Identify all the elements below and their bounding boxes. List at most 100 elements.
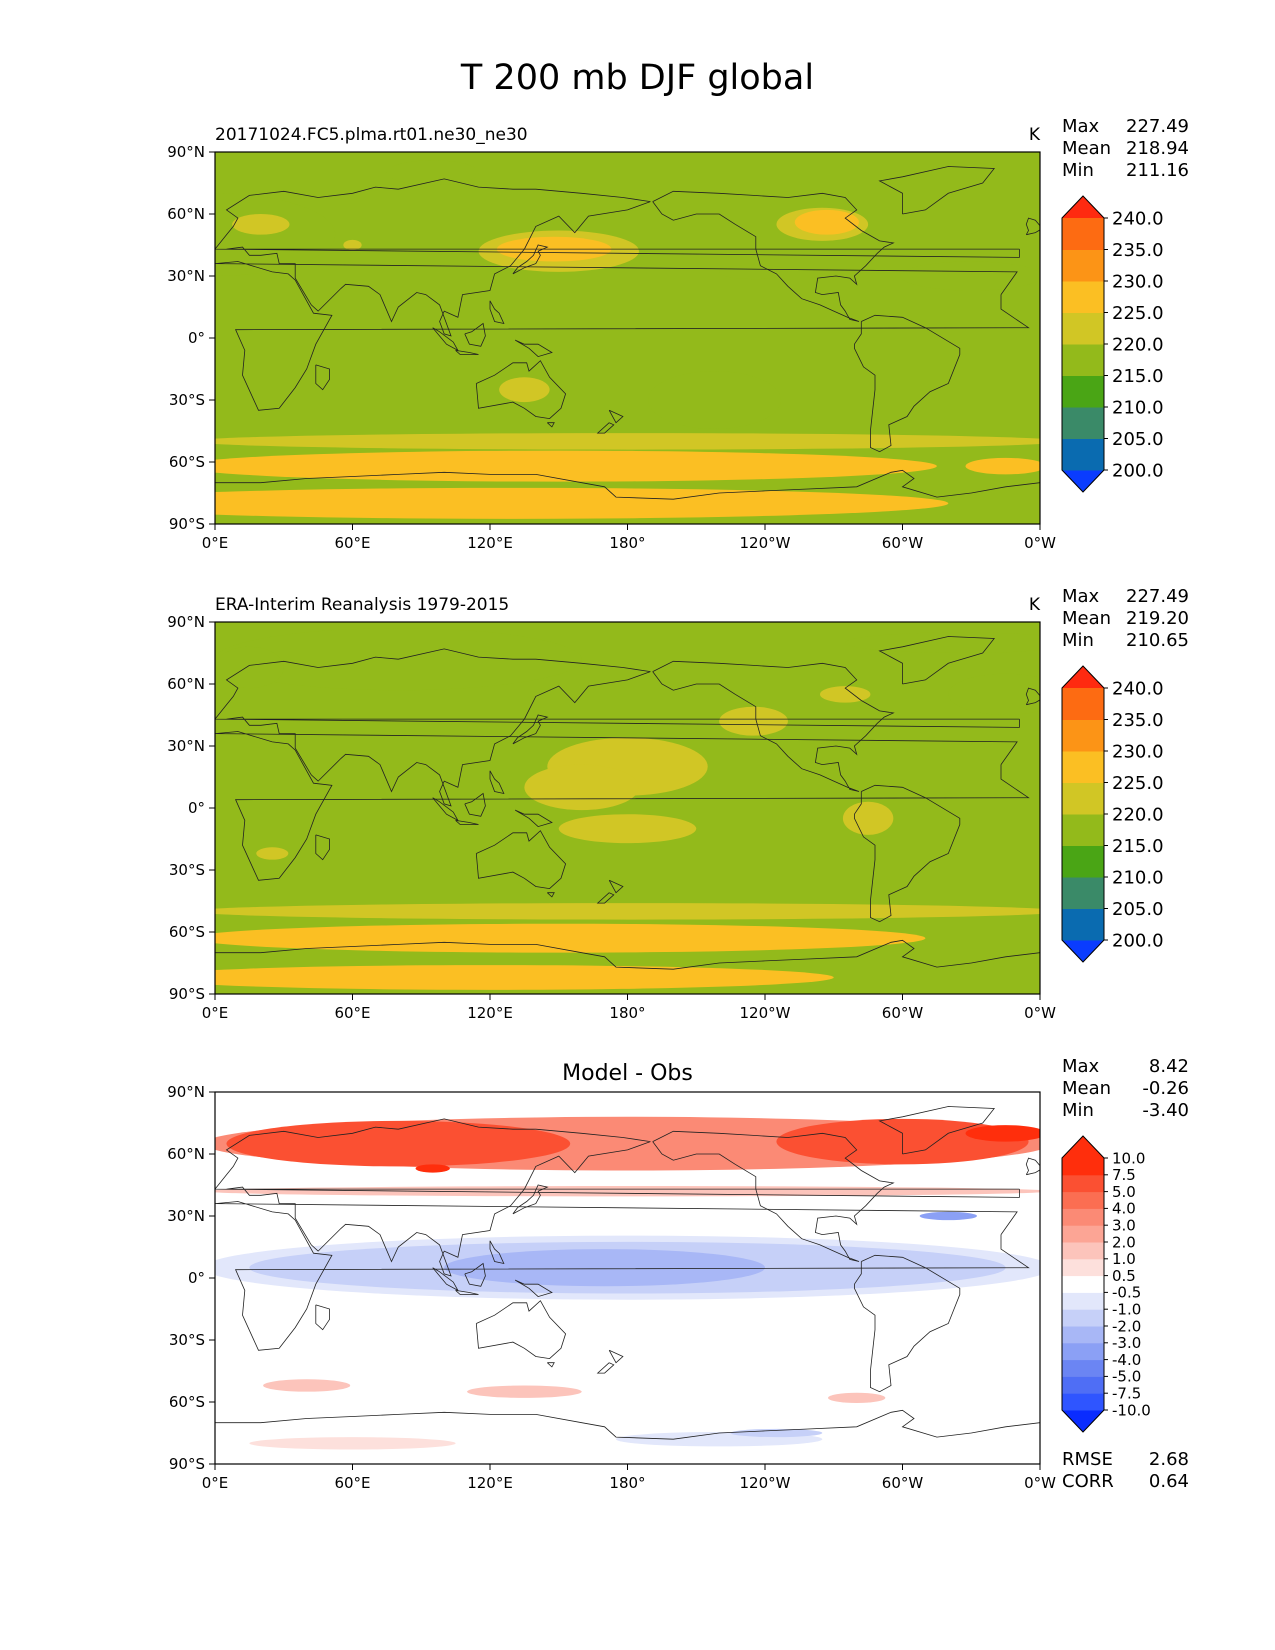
contour-region-10 [900,261,1040,291]
coastline-17 [854,314,961,453]
coastline-17 [854,1254,961,1393]
coastline-6 [432,797,459,822]
coastline-13 [596,892,615,904]
stat-label-Max: Max [1062,586,1100,607]
coastline-15 [652,660,895,792]
coastline-6 [432,1267,459,1292]
x-tick-label: 60°E [334,534,370,552]
contour-region-2 [226,1120,571,1167]
coastline-15 [652,1130,895,1262]
x-tick-label: 120°W [740,534,791,552]
colorbar-segment [1062,1191,1104,1209]
colorbar-label: 1.0 [1112,1250,1136,1268]
colorbar-segment [1062,344,1104,376]
colorbar-label: -10.0 [1112,1401,1151,1419]
x-tick-label: 180° [609,1474,645,1492]
stat-value-min: -3.40 [1142,1100,1189,1121]
colorbar-segment [1062,688,1104,720]
colorbar-extend-high [1062,666,1104,688]
contour-region-16 [215,487,949,519]
coastline-18 [215,1409,1040,1440]
coastline-5 [464,322,486,347]
coastline-8 [514,339,553,358]
y-tick-label: 60°S [169,1393,205,1411]
stat-label-Mean: Mean [1062,138,1111,159]
contour-region-16 [730,1428,823,1438]
colorbar-segment [1062,375,1104,408]
colorbar-label: 225.0 [1112,303,1164,324]
colorbar-label: 205.0 [1112,899,1164,920]
colorbar-extend-low [1062,940,1104,962]
colorbar-segment [1062,877,1104,909]
contour-region-13 [499,377,550,403]
stat-label-Max: Max [1062,116,1100,137]
coastline-15 [652,190,895,322]
colorbar-segment [1062,1225,1104,1243]
panel-model: 0°E 60°E 120°E 180° 120°W 60°W 0°W 90°N 60°N 30°N… [167,116,1189,552]
colorbar-segment [1062,1376,1104,1394]
x-tick-label: 120°E [467,1474,513,1492]
colorbar-extend-high [1062,1136,1104,1158]
stat-value-max: 227.49 [1126,586,1189,607]
colorbar-label: 220.0 [1112,334,1164,355]
colorbar-segment [1062,312,1104,345]
stat-value-min: 210.65 [1126,630,1189,651]
colorbar-segment [1062,1242,1104,1260]
colorbar-label: -7.5 [1112,1384,1141,1402]
colorbar-label: 215.0 [1112,836,1164,857]
x-tick-label: 0°W [1024,534,1056,552]
contour-region-10 [919,1211,977,1221]
x-tick-label: 120°W [740,1004,791,1022]
y-tick-label: 0° [188,799,205,817]
contour-region-6 [215,1186,1040,1197]
colorbar-label: 235.0 [1112,710,1164,731]
colorbar-label: 220.0 [1112,804,1164,825]
coastline-3 [1025,217,1040,236]
coastlines [215,166,1040,500]
colorbar-label: 230.0 [1112,741,1164,762]
colorbar-segment [1062,218,1104,250]
colorbar-label: -5.0 [1112,1368,1141,1386]
y-tick-label: 0° [188,329,205,347]
colorbar-label: 215.0 [1112,366,1164,387]
colorbar-label: 210.0 [1112,867,1164,888]
coastline-1 [215,261,1030,411]
x-tick-label: 180° [609,534,645,552]
coastline-16 [878,1106,996,1155]
coastline-14 [315,1304,330,1331]
colorbar-segment [1062,281,1104,313]
coastline-7 [455,350,479,355]
y-tick-label: 60°S [169,453,205,471]
colorbar-label: 200.0 [1112,460,1164,481]
y-tick-label: 90°S [169,1455,205,1473]
contour-region-3 [948,673,1040,715]
x-tick-label: 180° [609,1004,645,1022]
colorbar-label: 235.0 [1112,240,1164,261]
coastline-14 [315,834,330,861]
coastline-11 [547,892,555,898]
y-tick-label: 90°N [167,613,205,631]
rmse-value: 2.68 [1149,1449,1189,1470]
coastline-4 [512,1184,549,1215]
x-tick-label: 120°W [740,1474,791,1492]
coastline-12 [608,879,624,894]
stat-value-mean: 219.20 [1126,608,1189,629]
coastline-7 [455,820,479,825]
coastline-3 [1025,687,1040,706]
colorbar-segment [1062,814,1104,846]
colorbar-segment [1062,249,1104,282]
panel-subtitle: 20171024.FC5.plma.rt01.ne30_ne30 [215,125,528,145]
colorbar-extend-low [1062,470,1104,492]
colorbar-label: 10.0 [1112,1149,1145,1167]
x-tick-label: 0°W [1024,1004,1056,1022]
units-label: K [1029,125,1041,145]
coastline-12 [608,409,624,424]
colorbar-label: 210.0 [1112,397,1164,418]
colorbar-segment [1062,1174,1104,1193]
stat-label-Min: Min [1062,160,1094,181]
contour-region-4 [343,239,362,251]
coastline-7 [455,1290,479,1295]
coastline-13 [596,422,615,434]
coastline-8 [514,1279,553,1298]
